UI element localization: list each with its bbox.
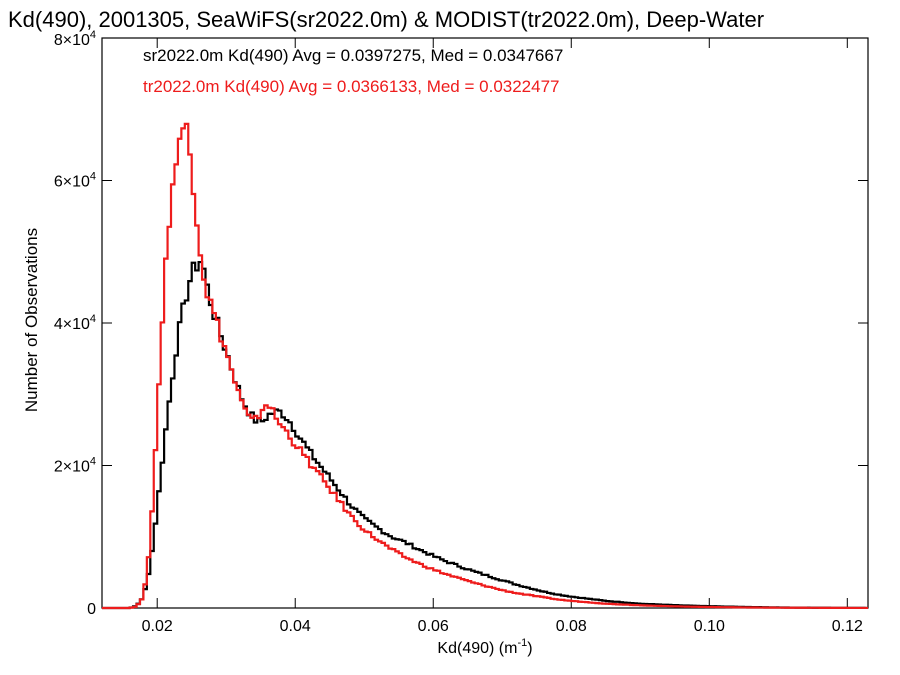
series-line-2 [102,122,868,610]
y-tick-label: 4×104 [54,313,96,333]
x-tick-label: 0.12 [832,618,863,635]
chart-title: Kd(490), 2001305, SeaWiFS(sr2022.0m) & M… [8,7,764,32]
legend-entry-1: sr2022.0m Kd(490) Avg = 0.0397275, Med =… [143,46,563,65]
y-axis-label: Number of Observations [22,228,41,412]
x-tick-label: 0.02 [142,618,173,635]
x-axis-label: Kd(490) (m-1) [437,637,532,657]
plot-frame [101,37,869,609]
y-tick-label: 2×104 [54,456,96,476]
y-tick-label: 8×104 [54,29,96,49]
x-tick-label: 0.10 [694,618,725,635]
y-tick-label: 0 [87,601,96,618]
x-tick-label: 0.06 [418,618,449,635]
legend-entry-2: tr2022.0m Kd(490) Avg = 0.0366133, Med =… [143,77,560,96]
y-tick-label: 6×104 [54,171,96,191]
x-tick-label: 0.08 [556,618,587,635]
y-axis-ticks: 0 2×104 4×104 6×104 8×104 [54,29,868,618]
x-tick-label: 0.04 [280,618,311,635]
x-axis-ticks: 0.02 0.04 0.06 0.08 0.10 0.12 [142,38,863,635]
series-layer [102,122,868,610]
